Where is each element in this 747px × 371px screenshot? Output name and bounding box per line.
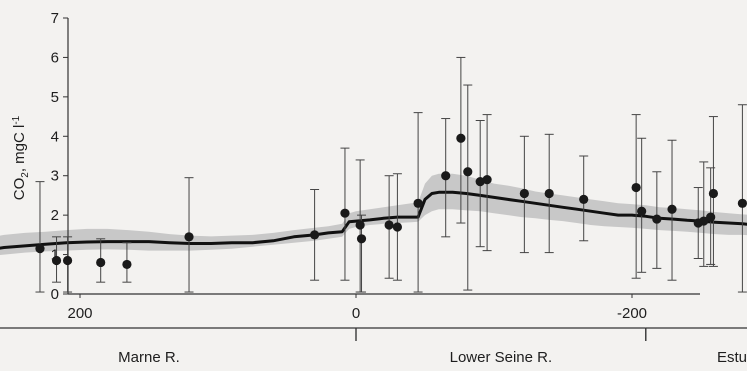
data-point xyxy=(579,194,589,204)
data-point xyxy=(456,133,466,143)
data-point xyxy=(310,230,320,240)
region-label: Estuary xyxy=(717,349,747,366)
y-tick-label: 5 xyxy=(51,89,59,106)
data-point xyxy=(413,198,423,208)
y-axis-label: CO2, mgC l-1 xyxy=(11,115,31,200)
y-tick-label: 4 xyxy=(51,128,59,145)
data-point xyxy=(652,214,662,224)
y-tick-label: 2 xyxy=(51,207,59,224)
model-uncertainty-band xyxy=(0,173,747,255)
region-brackets: Marne R. Lower Seine R. Estuary xyxy=(0,327,747,366)
data-point xyxy=(384,220,394,230)
x-tick-label: -200 xyxy=(617,305,647,322)
data-point xyxy=(463,167,473,177)
data-point xyxy=(699,216,709,226)
data-point xyxy=(708,188,719,199)
y-axis-label-rest: , mgC l xyxy=(11,125,28,173)
data-point xyxy=(184,232,194,242)
data-point xyxy=(35,244,45,254)
y-ticks: 0 1 2 3 4 5 6 7 xyxy=(51,10,68,303)
data-points xyxy=(35,133,747,270)
region-label: Lower Seine R. xyxy=(450,349,553,366)
data-point xyxy=(737,198,747,208)
y-tick-label: 1 xyxy=(51,247,59,264)
data-point xyxy=(62,255,73,266)
y-tick-label: 7 xyxy=(51,10,59,27)
data-point xyxy=(355,220,365,230)
model-uncertainty-band-layer xyxy=(0,173,747,255)
error-bars xyxy=(35,56,747,293)
data-point xyxy=(482,175,492,185)
region-label: Marne R. xyxy=(118,349,180,366)
y-tick-label: 3 xyxy=(51,168,59,185)
data-point xyxy=(122,259,132,270)
data-point xyxy=(340,208,350,218)
data-point xyxy=(637,206,647,216)
y-tick-label: 0 xyxy=(51,286,59,303)
data-point xyxy=(706,212,716,222)
axes xyxy=(67,18,700,295)
data-point xyxy=(544,188,554,199)
data-point xyxy=(51,255,62,266)
x-tick-label: 200 xyxy=(67,305,92,322)
data-point xyxy=(667,204,677,214)
data-point xyxy=(96,257,106,268)
data-point xyxy=(519,188,529,199)
y-axis-label-main: CO xyxy=(11,178,28,201)
y-axis-label-sup: -1 xyxy=(11,115,22,124)
data-point xyxy=(392,222,402,232)
x-tick-label: 0 xyxy=(352,305,360,322)
data-point xyxy=(356,234,367,244)
data-point xyxy=(441,171,451,181)
data-point xyxy=(475,177,485,187)
y-axis-label-sub: 2 xyxy=(20,172,31,178)
y-tick-label: 6 xyxy=(51,49,59,66)
data-point xyxy=(631,182,641,193)
